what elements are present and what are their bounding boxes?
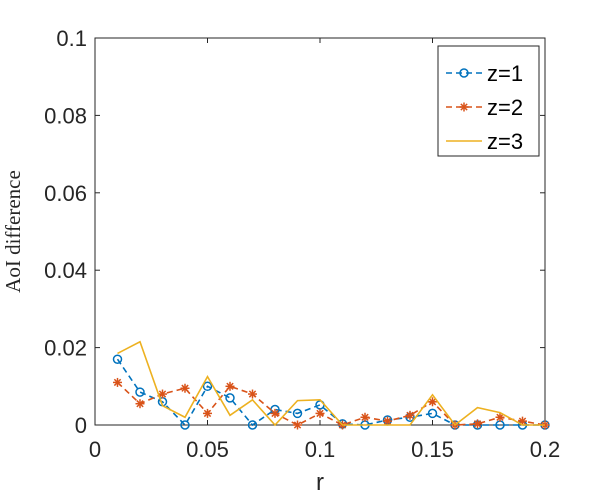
y-tick-label: 0.08 xyxy=(44,103,87,128)
x-tick-label: 0 xyxy=(89,437,101,462)
y-tick-label: 0.04 xyxy=(44,258,87,283)
data-point xyxy=(247,420,258,430)
data-point xyxy=(405,410,415,420)
data-point xyxy=(158,389,167,399)
data-point xyxy=(383,416,392,426)
data-point xyxy=(113,377,122,387)
x-tick-label: 0.15 xyxy=(411,437,454,462)
data-point xyxy=(315,408,325,418)
data-point xyxy=(360,412,370,422)
legend-marker xyxy=(459,102,469,112)
data-point xyxy=(427,408,438,419)
legend-entry: z=3 xyxy=(487,129,523,154)
y-tick-label: 0.1 xyxy=(56,26,87,51)
data-point xyxy=(203,408,212,418)
data-point xyxy=(180,420,190,430)
series-3 xyxy=(117,340,545,427)
data-point xyxy=(495,412,505,422)
legend-box xyxy=(437,45,540,157)
x-tick-label: 0.05 xyxy=(186,437,229,462)
data-point xyxy=(180,383,190,393)
data-point xyxy=(473,419,482,429)
data-point xyxy=(225,393,235,403)
data-point xyxy=(270,408,280,418)
data-point xyxy=(225,381,235,391)
data-point xyxy=(112,354,123,364)
y-tick-label: 0.06 xyxy=(44,181,87,206)
y-axis-label: AoI difference xyxy=(1,170,25,293)
legend-entry: z=1 xyxy=(487,61,523,86)
x-tick-label: 0.1 xyxy=(305,437,336,462)
data-point xyxy=(248,389,257,399)
legend: z=1 z=2 z=3 xyxy=(437,45,540,157)
legend-marker xyxy=(459,68,469,78)
series-line xyxy=(117,340,545,427)
data-point xyxy=(135,399,145,409)
data-point xyxy=(135,387,145,397)
x-tick-label: 0.2 xyxy=(530,437,561,462)
y-tick-label: 0 xyxy=(75,413,87,438)
y-tick-label: 0.02 xyxy=(44,336,87,361)
data-point xyxy=(293,420,302,430)
data-point xyxy=(428,397,437,407)
series-2 xyxy=(113,377,550,430)
data-point xyxy=(202,381,213,392)
x-axis-label: r xyxy=(316,469,324,496)
data-point xyxy=(292,408,303,419)
legend-entry: z=2 xyxy=(487,95,523,120)
